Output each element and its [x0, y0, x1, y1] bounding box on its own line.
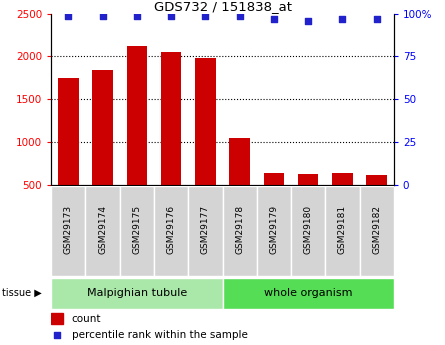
Text: GSM29174: GSM29174: [98, 205, 107, 254]
Bar: [298, 174, 319, 185]
Bar: [188, 186, 222, 276]
Bar: [291, 186, 325, 276]
Text: GSM29179: GSM29179: [269, 205, 279, 254]
Point: [54, 332, 61, 337]
Text: GSM29180: GSM29180: [303, 205, 313, 254]
Bar: [360, 186, 394, 276]
Bar: [51, 278, 223, 309]
Bar: [154, 186, 188, 276]
Point: [65, 13, 72, 18]
Bar: [332, 172, 353, 185]
Point: [373, 16, 380, 22]
Text: tissue ▶: tissue ▶: [2, 288, 42, 298]
Bar: [51, 186, 85, 276]
Bar: [85, 186, 120, 276]
Text: Malpighian tubule: Malpighian tubule: [87, 288, 187, 298]
Title: GDS732 / 151838_at: GDS732 / 151838_at: [154, 0, 291, 13]
Bar: [222, 278, 394, 309]
Bar: [92, 70, 113, 185]
Point: [168, 13, 175, 18]
Text: GSM29177: GSM29177: [201, 205, 210, 254]
Point: [99, 13, 106, 18]
Bar: [51, 313, 63, 324]
Point: [134, 13, 141, 18]
Text: count: count: [72, 314, 101, 324]
Bar: [366, 175, 387, 185]
Bar: [325, 186, 360, 276]
Text: percentile rank within the sample: percentile rank within the sample: [72, 330, 247, 340]
Point: [339, 16, 346, 22]
Text: GSM29173: GSM29173: [64, 205, 73, 254]
Bar: [195, 58, 216, 185]
Bar: [229, 138, 250, 185]
Point: [202, 13, 209, 18]
Bar: [161, 52, 182, 185]
Point: [271, 16, 278, 22]
Text: GSM29175: GSM29175: [132, 205, 142, 254]
Text: GSM29176: GSM29176: [166, 205, 176, 254]
Text: GSM29182: GSM29182: [372, 205, 381, 254]
Bar: [120, 186, 154, 276]
Bar: [126, 46, 147, 185]
Point: [305, 18, 312, 23]
Bar: [263, 172, 284, 185]
Text: whole organism: whole organism: [264, 288, 352, 298]
Text: GSM29181: GSM29181: [338, 205, 347, 254]
Point: [236, 13, 243, 18]
Bar: [257, 186, 291, 276]
Text: GSM29178: GSM29178: [235, 205, 244, 254]
Bar: [58, 78, 79, 185]
Bar: [222, 186, 257, 276]
